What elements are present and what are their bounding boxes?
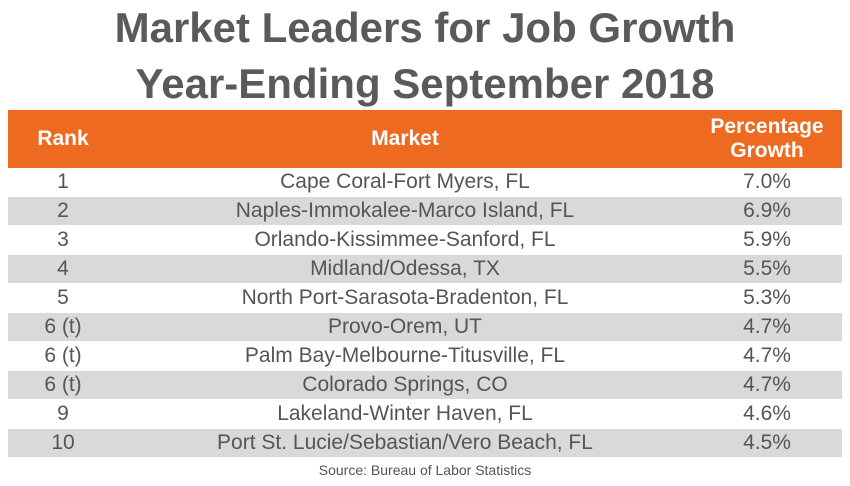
header-market: Market — [371, 127, 439, 150]
cell-percentage-growth: 4.5% — [743, 431, 791, 454]
cell-percentage-growth: 6.9% — [743, 199, 791, 222]
source-note: Source: Bureau of Labor Statistics — [318, 462, 532, 478]
job-growth-table: Rank Market Percentage Growth 1 Cape Cora… — [8, 110, 842, 458]
table-row: 6 (t) Provo-Orem, UT 4.7% — [8, 313, 842, 342]
table-row: 9 Lakeland-Winter Haven, FL 4.6% — [8, 400, 842, 429]
cell-market: Provo-Orem, UT — [327, 315, 482, 338]
cell-percentage-growth: 4.7% — [743, 373, 791, 396]
cell-rank: 10 — [51, 431, 75, 454]
cell-market: Midland/Odessa, TX — [310, 257, 500, 280]
chart-title-line1: Market Leaders for Job Growth — [114, 4, 736, 51]
cell-market: Naples-Immokalee-Marco Island, FL — [235, 199, 575, 222]
chart-title-line2: Year-Ending September 2018 — [135, 60, 715, 107]
cell-market: Colorado Springs, CO — [302, 373, 508, 396]
cell-percentage-growth: 5.5% — [743, 257, 791, 280]
cell-market: Cape Coral-Fort Myers, FL — [280, 170, 530, 193]
cell-rank: 6 (t) — [44, 315, 82, 338]
header-pct-line2: Growth — [730, 139, 804, 162]
table-row: 6 (t) Colorado Springs, CO 4.7% — [8, 371, 842, 400]
table-row: 1 Cape Coral-Fort Myers, FL 7.0% — [8, 168, 842, 197]
table-row: 10 Port St. Lucie/Sebastian/Vero Beach, F… — [8, 429, 842, 458]
cell-market: Port St. Lucie/Sebastian/Vero Beach, FL — [217, 431, 593, 454]
cell-rank: 1 — [57, 170, 69, 193]
table-row: 3 Orlando-Kissimmee-Sanford, FL 5.9% — [8, 226, 842, 255]
header-percentage-growth: Percentage Growth — [692, 115, 842, 163]
cell-percentage-growth: 5.3% — [743, 286, 791, 309]
cell-rank: 3 — [57, 228, 69, 251]
cell-rank: 9 — [57, 402, 69, 425]
cell-rank: 4 — [57, 257, 69, 280]
table-row: 6 (t) Palm Bay-Melbourne-Titusville, FL 4.… — [8, 342, 842, 371]
cell-rank: 6 (t) — [44, 344, 82, 367]
table-row: 2 Naples-Immokalee-Marco Island, FL 6.9% — [8, 197, 842, 226]
cell-market: Orlando-Kissimmee-Sanford, FL — [254, 228, 556, 251]
cell-percentage-growth: 5.9% — [743, 228, 791, 251]
cell-percentage-growth: 4.7% — [743, 315, 791, 338]
cell-market: Palm Bay-Melbourne-Titusville, FL — [244, 344, 566, 367]
cell-rank: 2 — [57, 199, 69, 222]
header-rank: Rank — [37, 127, 89, 150]
cell-rank: 5 — [57, 286, 69, 309]
cell-market: North Port-Sarasota-Bradenton, FL — [241, 286, 569, 309]
header-pct-line1: Percentage — [710, 115, 824, 138]
cell-percentage-growth: 4.7% — [743, 344, 791, 367]
cell-percentage-growth: 7.0% — [743, 170, 791, 193]
cell-rank: 6 (t) — [44, 373, 82, 396]
cell-percentage-growth: 4.6% — [743, 402, 791, 425]
cell-market: Lakeland-Winter Haven, FL — [277, 402, 533, 425]
table-row: 4 Midland/Odessa, TX 5.5% — [8, 255, 842, 284]
table-row: 5 North Port-Sarasota-Bradenton, FL 5.3% — [8, 284, 842, 313]
table-header: Rank Market Percentage Growth — [8, 110, 842, 168]
table-body: 1 Cape Coral-Fort Myers, FL 7.0% 2 Naples-Im… — [8, 168, 842, 458]
